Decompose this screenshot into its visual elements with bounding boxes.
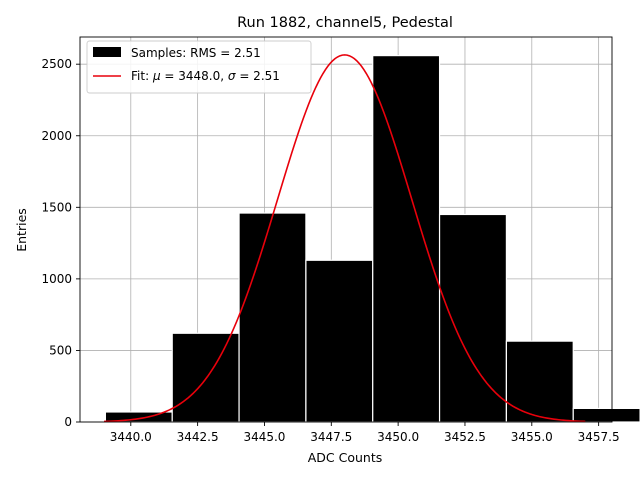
y-tick-label: 2000 (41, 129, 72, 143)
x-tick-label: 3455.0 (511, 430, 553, 444)
histogram-bar (171, 332, 240, 423)
legend-samples-label: Samples: RMS = 2.51 (131, 46, 261, 60)
chart-title: Run 1882, channel5, Pedestal (237, 15, 453, 31)
x-tick-label: 3450.0 (377, 430, 419, 444)
y-tick-label: 1000 (41, 272, 72, 286)
histogram-bar (238, 212, 307, 423)
legend: Samples: RMS = 2.51 Fit: μ = 3448.0, σ =… (86, 40, 312, 94)
x-tick-label: 3452.5 (444, 430, 486, 444)
x-tick-label: 3445.0 (243, 430, 285, 444)
legend-fit-sigma-value: = 2.51 (236, 69, 280, 83)
histogram-bar (305, 259, 374, 423)
histogram-bar (438, 213, 508, 423)
y-axis-ticks: 0 500 1000 1500 2000 2500 (41, 57, 80, 429)
y-tick-label: 500 (49, 343, 72, 357)
x-tick-label: 3440.0 (110, 430, 152, 444)
y-axis-label: Entries (14, 208, 29, 252)
plot-frame (79, 36, 613, 423)
legend-fit-label: Fit: μ = 3448.0, σ = 2.51 (131, 69, 280, 83)
fit-curve (104, 54, 586, 423)
y-tick-label: 2500 (41, 57, 72, 71)
histogram-bar (372, 55, 441, 423)
x-tick-label: 3457.5 (578, 430, 620, 444)
histogram-bar (572, 407, 640, 423)
x-tick-label: 3442.5 (177, 430, 219, 444)
y-tick-label: 0 (64, 415, 72, 429)
y-tick-label: 1500 (41, 200, 72, 214)
x-axis-label: ADC Counts (308, 450, 383, 465)
legend-fit-sigma-symbol: σ (228, 69, 236, 83)
histogram-bar (505, 340, 574, 423)
legend-samples-swatch (93, 47, 121, 57)
x-tick-label: 3447.5 (310, 430, 352, 444)
legend-fit-mu-symbol: μ (152, 69, 161, 83)
x-axis-ticks: 3440.0 3442.5 3445.0 3447.5 3450.0 3452.5 3455… (110, 422, 620, 444)
legend-fit-prefix: Fit: (131, 69, 153, 83)
legend-box (86, 40, 312, 94)
legend-fit-mu-value: = 3448.0, (161, 69, 228, 83)
